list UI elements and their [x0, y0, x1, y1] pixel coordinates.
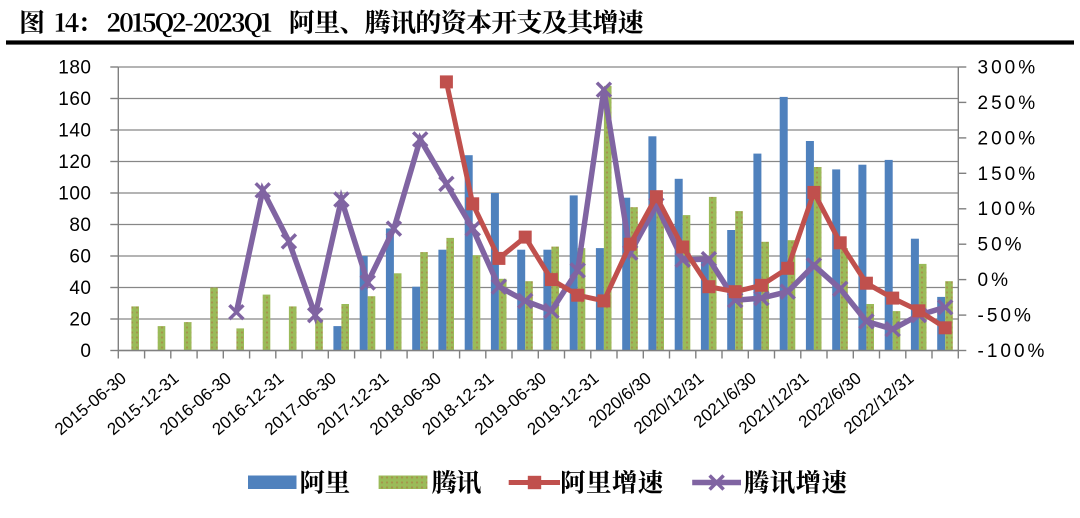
- svg-text:120: 120: [58, 152, 91, 173]
- svg-text:180: 180: [58, 58, 91, 79]
- svg-text:250%: 250%: [978, 93, 1039, 114]
- svg-text:80: 80: [69, 215, 91, 236]
- svg-text:-100%: -100%: [978, 341, 1048, 362]
- svg-text:20: 20: [69, 310, 91, 331]
- svg-text:160: 160: [58, 89, 91, 110]
- svg-text:0%: 0%: [978, 270, 1011, 291]
- svg-text:140: 140: [58, 121, 91, 142]
- svg-text:40: 40: [69, 278, 91, 299]
- svg-text:50%: 50%: [978, 235, 1025, 256]
- svg-text:100: 100: [58, 184, 91, 205]
- svg-text:0: 0: [80, 341, 91, 362]
- svg-text:-50%: -50%: [978, 306, 1034, 327]
- svg-text:150%: 150%: [978, 164, 1039, 185]
- svg-text:100%: 100%: [978, 199, 1039, 220]
- svg-text:60: 60: [69, 247, 91, 268]
- svg-text:300%: 300%: [978, 58, 1039, 79]
- svg-text:200%: 200%: [978, 128, 1039, 149]
